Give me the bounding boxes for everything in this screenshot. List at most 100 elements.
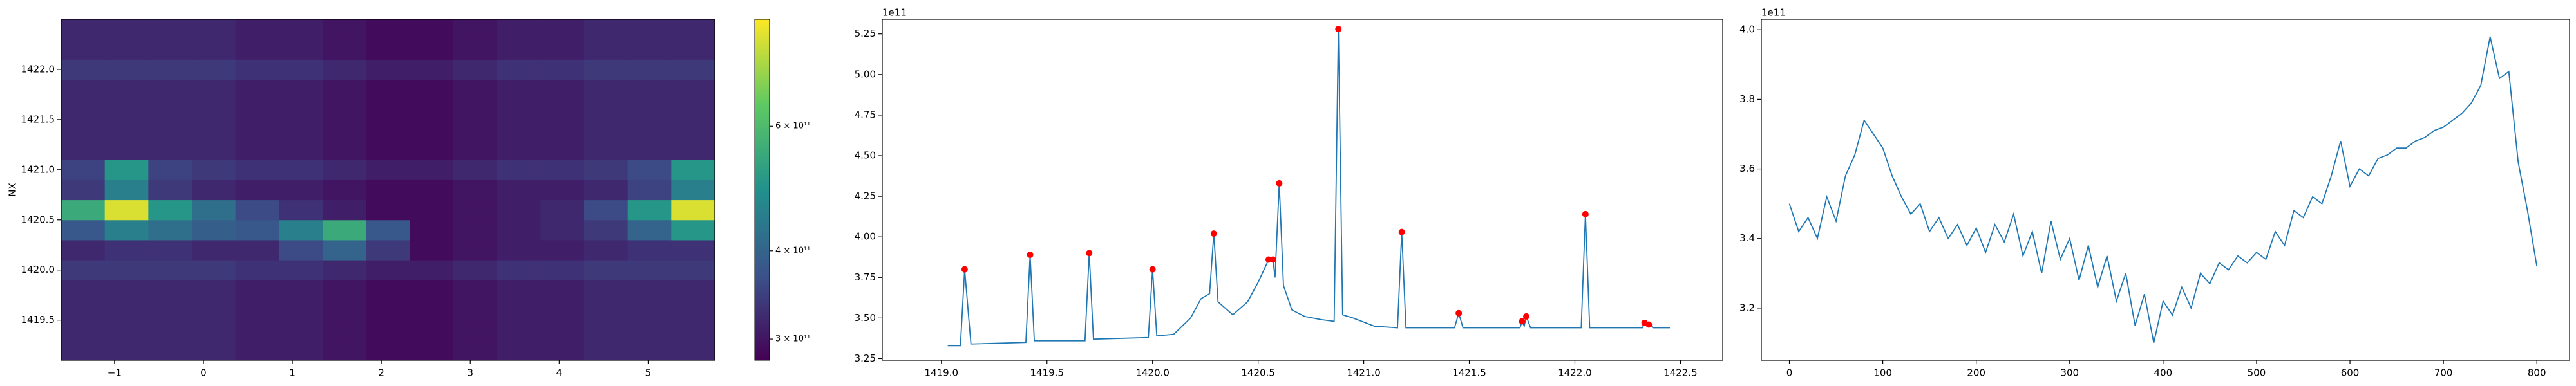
heatmap-cell [366, 300, 410, 321]
heatmap-cell [61, 99, 106, 120]
heatmap-cell [410, 179, 454, 201]
heatmap-cell [279, 79, 323, 100]
heatmap-cell [323, 119, 367, 140]
heatmap-cell [584, 340, 629, 361]
heatmap-cell [671, 320, 715, 341]
x-tick-label: 1421.5 [1452, 367, 1486, 379]
heatmap-cell [104, 280, 149, 300]
heatmap-cell [410, 239, 454, 261]
heatmap-cell [279, 119, 323, 140]
x-tick-label: 300 [2060, 367, 2079, 379]
heatmap-cell [61, 79, 106, 100]
peak-marker [1086, 250, 1093, 257]
heatmap-cell [671, 300, 715, 321]
heatmap-cell [235, 140, 279, 160]
peak-marker [1269, 256, 1276, 263]
heatmap-cell [410, 99, 454, 120]
y-tick-label: 3.6 [1739, 163, 1755, 174]
heatmap-cell [584, 79, 629, 100]
heatmap-cell [104, 39, 149, 60]
y-tick-label: 1422.0 [21, 63, 55, 75]
heatmap-cell [235, 39, 279, 60]
heatmap-cell [148, 160, 193, 180]
heatmap-cell [323, 59, 367, 80]
heatmap-cell [453, 79, 498, 100]
heatmap-cell [323, 140, 367, 160]
heatmap-cell [584, 19, 629, 40]
heatmap-cell [323, 280, 367, 300]
heatmap-cell [104, 219, 149, 241]
heatmap-cell [235, 320, 279, 341]
heatmap-cell [627, 239, 672, 261]
heatmap-cell [497, 179, 541, 201]
y-tick-label: 4.0 [1739, 24, 1755, 35]
heatmap-cell [148, 179, 193, 201]
heatmap-cell [148, 320, 193, 341]
heatmap-cell [627, 199, 672, 221]
heatmap-cell [671, 199, 715, 221]
heatmap-cell [192, 239, 236, 261]
x-tick-label: 100 [1873, 367, 1892, 379]
heatmap-cell [410, 119, 454, 140]
x-tick-label: 0 [1786, 367, 1793, 379]
peak-marker [1519, 318, 1526, 325]
x-tick-label: 1422.0 [1558, 367, 1592, 379]
heatmap-cell [192, 199, 236, 221]
heatmap-cell [192, 19, 236, 40]
heatmap-cell [61, 260, 106, 280]
heatmap-cell [279, 59, 323, 80]
heatmap-cell [540, 160, 585, 180]
x-tick-label: −1 [108, 367, 122, 379]
colorbar-tick-label: 4 × 10¹¹ [775, 246, 810, 255]
heatmap-cell [148, 99, 193, 120]
heatmap-cell [235, 219, 279, 241]
y-tick-label: 1419.5 [21, 314, 55, 326]
heatmap-cell [148, 79, 193, 100]
axes-frame [882, 19, 1723, 361]
x-tick-label: 600 [2341, 367, 2360, 379]
heatmap-cell [366, 140, 410, 160]
line [1788, 36, 2538, 344]
x-tick-label: 0 [200, 367, 207, 379]
heatmap-cell [323, 39, 367, 60]
heatmap-cell [148, 280, 193, 300]
heatmap-cell [497, 119, 541, 140]
heatmap-cell [410, 59, 454, 80]
x-tick-label: 1 [289, 367, 296, 379]
y-tick-label: 3.25 [855, 353, 876, 364]
peak-marker [1645, 321, 1653, 328]
heatmap-cell [540, 99, 585, 120]
heatmap-cell [104, 199, 149, 221]
heatmap-cell [453, 179, 498, 201]
heatmap-cell [323, 219, 367, 241]
heatmap-cell [192, 280, 236, 300]
heatmap-cell [453, 19, 498, 40]
heatmap-cell [540, 119, 585, 140]
heatmap-cell [323, 239, 367, 261]
heatmap-cell [148, 140, 193, 160]
heatmap-cell [627, 19, 672, 40]
heatmap-cell [540, 39, 585, 60]
heatmap-cell [540, 219, 585, 241]
heatmap-cell [61, 160, 106, 180]
x-tick-label: 1420.5 [1241, 367, 1275, 379]
heatmap-cell [366, 280, 410, 300]
heatmap-cell [323, 340, 367, 361]
x-tick-label: 1422.5 [1663, 367, 1698, 379]
heatmap-cell [104, 140, 149, 160]
heatmap-cell [235, 160, 279, 180]
heatmap-cell [104, 99, 149, 120]
peak-marker [961, 266, 968, 273]
heatmap-cell [104, 260, 149, 280]
heatmap-cell [279, 280, 323, 300]
heatmap-cell [540, 239, 585, 261]
heatmap-cell [366, 320, 410, 341]
heatmap-cell [671, 219, 715, 241]
heatmap-cell [453, 260, 498, 280]
heatmap-cell [192, 79, 236, 100]
heatmap-cell [148, 239, 193, 261]
heatmap-cell [540, 79, 585, 100]
heatmap-cell [61, 39, 106, 60]
x-tick-label: 1420.0 [1135, 367, 1170, 379]
